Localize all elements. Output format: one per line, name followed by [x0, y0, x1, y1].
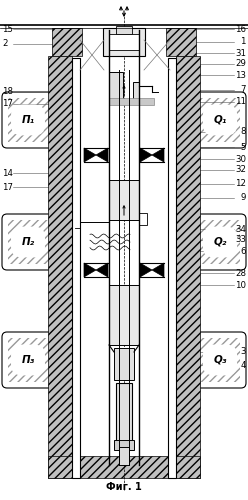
Bar — [168, 58, 176, 478]
Bar — [8, 98, 48, 142]
Text: 34: 34 — [235, 224, 246, 234]
Text: 16: 16 — [235, 24, 246, 34]
Text: 15: 15 — [2, 24, 13, 34]
Polygon shape — [96, 263, 108, 277]
Bar — [8, 220, 48, 264]
Polygon shape — [84, 148, 96, 162]
Text: П₁: П₁ — [21, 115, 34, 125]
Text: 13: 13 — [235, 70, 246, 80]
Text: 7: 7 — [241, 86, 246, 94]
Text: 17: 17 — [2, 182, 13, 192]
Text: 9: 9 — [241, 194, 246, 202]
Text: 28: 28 — [235, 268, 246, 278]
Text: 29: 29 — [235, 60, 246, 68]
FancyBboxPatch shape — [2, 214, 54, 270]
Bar — [8, 338, 48, 382]
Bar — [200, 338, 240, 382]
Bar — [166, 28, 196, 56]
Polygon shape — [84, 263, 96, 277]
Text: Q₂: Q₂ — [213, 237, 227, 247]
Bar — [139, 213, 147, 225]
FancyBboxPatch shape — [194, 332, 246, 388]
Text: 6: 6 — [241, 246, 246, 256]
Polygon shape — [96, 148, 108, 162]
FancyBboxPatch shape — [2, 92, 54, 148]
Text: 12: 12 — [235, 180, 246, 188]
Bar — [109, 34, 139, 50]
FancyBboxPatch shape — [2, 332, 54, 388]
Bar — [133, 82, 139, 100]
Text: 32: 32 — [235, 166, 246, 174]
Bar — [114, 440, 134, 450]
Bar — [48, 456, 200, 478]
Text: 1: 1 — [241, 38, 246, 46]
Text: Фиг. 1: Фиг. 1 — [106, 482, 142, 492]
Polygon shape — [152, 148, 164, 162]
Bar — [119, 447, 129, 465]
Polygon shape — [140, 263, 152, 277]
Bar — [176, 56, 200, 478]
Bar — [48, 56, 72, 478]
Bar — [116, 26, 132, 34]
Bar — [109, 285, 139, 345]
Text: 8: 8 — [241, 128, 246, 136]
Text: 11: 11 — [235, 98, 246, 106]
Text: 4: 4 — [241, 360, 246, 370]
Text: 33: 33 — [235, 236, 246, 244]
FancyBboxPatch shape — [194, 92, 246, 148]
Bar — [72, 58, 80, 478]
Text: 3: 3 — [241, 348, 246, 356]
Text: 31: 31 — [235, 48, 246, 58]
Polygon shape — [152, 263, 164, 277]
Bar — [200, 220, 240, 264]
Bar — [200, 98, 240, 142]
Text: 14: 14 — [2, 168, 13, 177]
Bar — [103, 28, 145, 56]
Text: П₃: П₃ — [21, 355, 34, 365]
Text: П₂: П₂ — [21, 237, 34, 247]
Bar — [116, 383, 132, 445]
Text: 18: 18 — [2, 88, 13, 96]
Bar — [109, 180, 139, 220]
Bar — [109, 98, 154, 105]
Text: 10: 10 — [235, 280, 246, 289]
Text: 30: 30 — [235, 154, 246, 164]
Text: Q₃: Q₃ — [213, 355, 227, 365]
Text: 5: 5 — [241, 142, 246, 152]
Bar — [114, 348, 134, 380]
Bar — [52, 28, 82, 56]
Polygon shape — [140, 148, 152, 162]
Text: Q₁: Q₁ — [213, 115, 227, 125]
FancyBboxPatch shape — [194, 214, 246, 270]
Text: 17: 17 — [2, 100, 13, 108]
Text: 2: 2 — [2, 40, 7, 48]
Bar — [109, 72, 123, 100]
